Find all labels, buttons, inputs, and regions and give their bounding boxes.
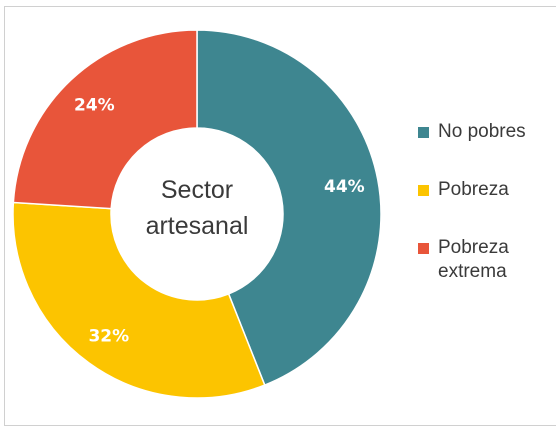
legend: No pobres Pobreza Pobreza extrema: [418, 120, 556, 318]
data-label-pobreza: 32%: [88, 326, 129, 346]
legend-swatch-pobreza: [418, 185, 429, 196]
center-label-line-2: artesanal: [146, 212, 249, 240]
donut-slices: [12, 29, 382, 399]
slice-pobreza-extrema: [12, 29, 198, 210]
data-label-no-pobres: 44%: [324, 177, 365, 197]
legend-label-pobreza: Pobreza: [438, 179, 509, 200]
legend-item-pobreza: Pobreza: [418, 178, 556, 202]
legend-item-no-pobres: No pobres: [418, 120, 556, 144]
data-label-pobreza-extrema: 24%: [74, 96, 115, 116]
legend-swatch-pobreza-extrema: [418, 243, 429, 254]
legend-label-pobreza-extrema: Pobreza extrema: [438, 237, 509, 282]
center-label-line-1: Sector: [161, 176, 233, 204]
legend-label-no-pobres: No pobres: [438, 121, 526, 142]
slice-pobreza: [12, 201, 266, 399]
center-label: Sector artesanal: [146, 176, 249, 240]
legend-swatch-no-pobres: [418, 127, 429, 138]
data-labels: 44% 32% 24%: [74, 96, 365, 347]
legend-item-pobreza-extrema: Pobreza extrema: [418, 236, 556, 284]
slice-no-pobres: [196, 29, 382, 387]
